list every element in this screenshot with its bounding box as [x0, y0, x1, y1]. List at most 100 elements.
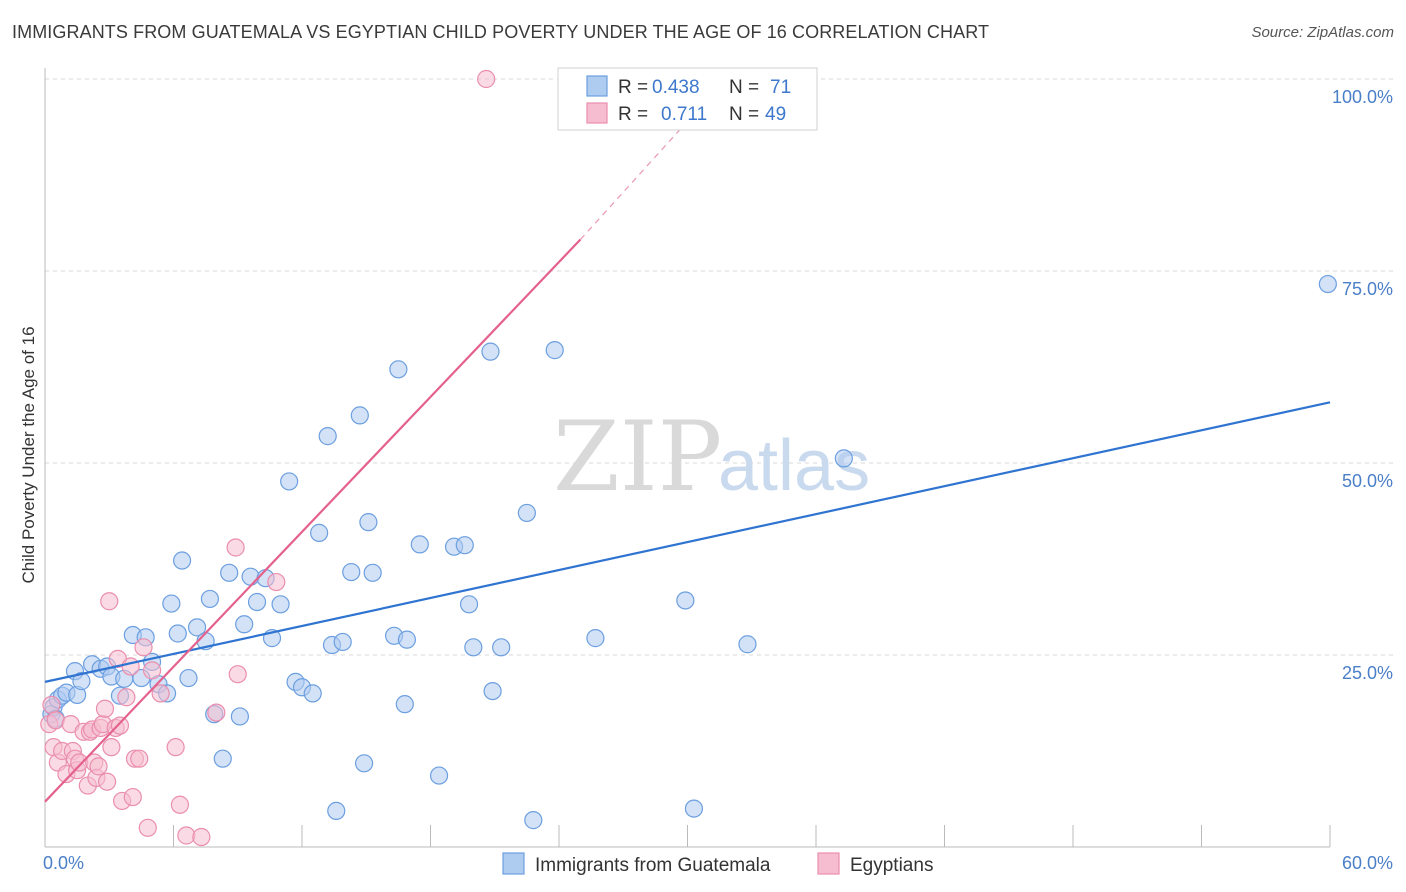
- data-point: [359, 513, 378, 532]
- data-point: [342, 562, 361, 582]
- data-point: [130, 749, 149, 768]
- trend-line-egyptians: [44, 238, 582, 803]
- legend-r-value-1: 0.438: [652, 77, 700, 98]
- x-tick-min: 0.0%: [43, 853, 84, 873]
- data-point: [271, 595, 290, 614]
- legend-r-label-2: R =: [618, 104, 648, 125]
- data-point: [303, 684, 322, 703]
- data-point: [280, 472, 299, 491]
- watermark-zip: ZIP: [553, 401, 722, 513]
- y-tick-labels: 25.0% 50.0% 75.0% 100.0%: [1332, 87, 1393, 683]
- legend-n-label-1: N =: [729, 77, 759, 98]
- data-point: [121, 657, 140, 676]
- legend-swatch-blue: [586, 75, 608, 97]
- data-point: [410, 535, 429, 554]
- y-tick-label: 25.0%: [1342, 663, 1393, 683]
- data-point: [207, 703, 226, 722]
- trend-line-guatemala: [44, 401, 1331, 683]
- data-point: [230, 707, 249, 726]
- data-point: [102, 738, 121, 757]
- data-point: [429, 766, 449, 785]
- data-point: [187, 618, 207, 637]
- data-point: [310, 523, 329, 542]
- data-point: [738, 635, 757, 654]
- data-point: [228, 665, 247, 684]
- x-tick-labels: 0.0% 60.0%: [43, 853, 1393, 873]
- legend-guatemala-swatch: [502, 852, 525, 875]
- data-point: [492, 638, 511, 657]
- data-point: [834, 449, 853, 468]
- trend-lines: [44, 120, 1331, 803]
- data-point: [247, 592, 267, 612]
- data-point: [684, 799, 704, 818]
- data-point: [318, 427, 337, 446]
- data-point: [226, 538, 245, 557]
- data-point: [170, 795, 190, 814]
- data-point: [172, 551, 192, 570]
- data-point: [464, 638, 483, 657]
- data-point: [46, 711, 65, 730]
- data-point: [179, 668, 198, 688]
- data-point: [481, 342, 500, 361]
- data-point: [72, 672, 91, 691]
- y-axis-label: Child Poverty Under the Age of 16: [19, 326, 38, 583]
- data-point: [545, 341, 564, 360]
- y-tick-label: 50.0%: [1342, 471, 1393, 491]
- data-point: [676, 591, 695, 610]
- trend-line-egyptians-extension: [579, 120, 688, 240]
- watermark: ZIP atlas: [553, 401, 870, 513]
- stats-legend: R = 0.438 N = 71 R = 0.711 N = 49: [557, 67, 818, 131]
- data-point: [162, 594, 181, 613]
- legend-egyptians-swatch: [817, 852, 840, 875]
- data-point: [142, 661, 162, 680]
- data-point: [213, 749, 232, 768]
- x-tick-max: 60.0%: [1342, 853, 1393, 873]
- data-point: [200, 589, 220, 609]
- legend-r-label-1: R =: [618, 77, 648, 98]
- data-point: [134, 638, 153, 657]
- data-point: [110, 716, 130, 735]
- data-point: [138, 818, 157, 837]
- data-point: [327, 801, 346, 821]
- data-point: [235, 615, 254, 634]
- data-point: [100, 592, 119, 611]
- legend-r-value-2: 0.711: [661, 104, 707, 125]
- data-point: [483, 681, 502, 701]
- legend-guatemala-label: Immigrants from Guatemala: [535, 855, 771, 876]
- y-tick-label: 100.0%: [1332, 87, 1393, 107]
- legend-swatch-pink: [586, 102, 608, 124]
- data-point: [524, 811, 543, 830]
- legend-n-label-2: N =: [729, 104, 759, 125]
- legend-n-value-2: 49: [765, 104, 786, 125]
- series-egyptians-points: [40, 69, 496, 847]
- data-point: [455, 536, 474, 555]
- data-point: [1318, 274, 1337, 294]
- data-point: [192, 827, 211, 847]
- data-point: [42, 695, 61, 715]
- data-point: [95, 699, 115, 718]
- data-point: [151, 684, 170, 703]
- data-point: [459, 595, 479, 614]
- source-label: Source: ZipAtlas.com: [1251, 24, 1394, 41]
- chart-title: IMMIGRANTS FROM GUATEMALA VS EGYPTIAN CH…: [12, 22, 990, 42]
- data-point: [389, 360, 408, 379]
- data-point: [395, 695, 414, 714]
- data-point: [98, 772, 117, 791]
- y-tick-label: 75.0%: [1342, 279, 1393, 299]
- series-legend: Immigrants from Guatemala Egyptians: [502, 852, 933, 876]
- data-point: [220, 563, 239, 582]
- data-point: [586, 629, 605, 648]
- data-point: [517, 503, 536, 523]
- data-point: [355, 754, 374, 773]
- data-point: [168, 624, 187, 643]
- series-guatemala-points: [42, 274, 1337, 830]
- data-point: [117, 688, 136, 707]
- data-point: [350, 406, 369, 425]
- data-point: [397, 630, 417, 649]
- data-point: [166, 738, 185, 757]
- legend-egyptians-label: Egyptians: [850, 855, 933, 876]
- data-point: [363, 563, 382, 582]
- data-point: [89, 757, 108, 776]
- data-point: [477, 69, 496, 89]
